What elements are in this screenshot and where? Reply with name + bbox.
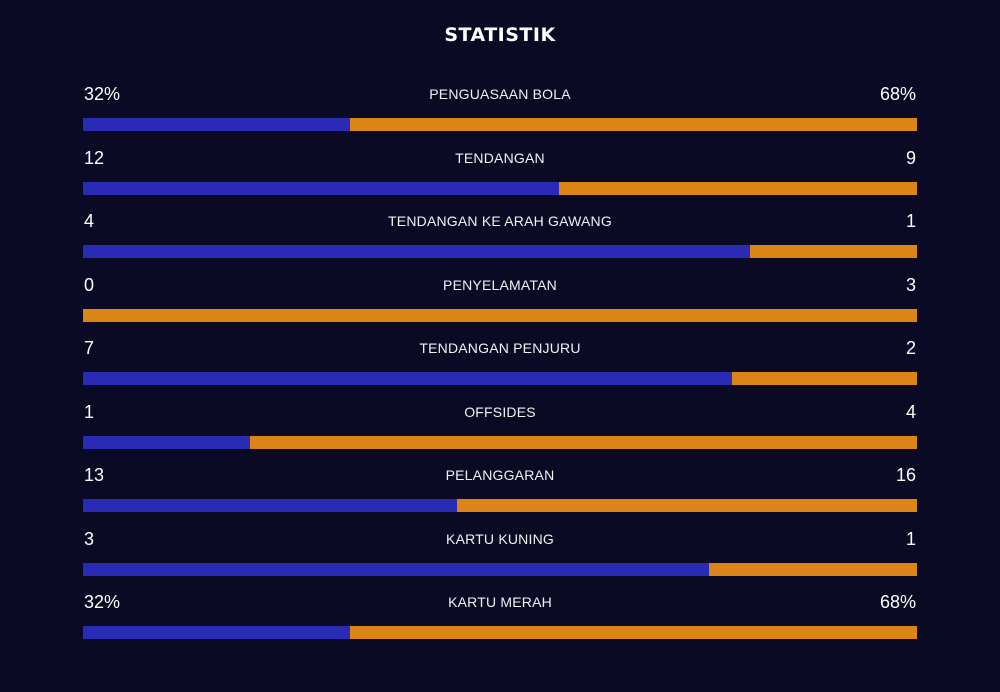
stat-row-offsides: 1 OFFSIDES 4 — [83, 398, 917, 462]
away-bar-segment — [349, 626, 917, 639]
home-value: 3 — [84, 528, 95, 549]
home-value: 4 — [84, 211, 95, 231]
home-bar-segment — [83, 499, 457, 512]
away-value: 2 — [905, 338, 916, 358]
stat-label: TENDANGAN — [455, 149, 545, 166]
stat-row-tendangan-penjuru: 7 TENDANGAN PENJURU 2 — [83, 334, 917, 398]
away-bar-segment — [349, 118, 917, 131]
stat-header: 13 PELANGGARAN 16 — [83, 461, 917, 489]
stat-label: KARTU MERAH — [448, 594, 552, 610]
away-value: 1 — [905, 528, 916, 549]
comparison-bar — [83, 435, 917, 449]
stat-row-tendangan-ke-arah-gawang: 4 TENDANGAN KE ARAH GAWANG 1 — [83, 207, 917, 271]
away-bar-segment — [83, 308, 917, 322]
comparison-bar — [83, 181, 917, 195]
away-bar-segment — [750, 245, 917, 258]
away-bar-segment — [731, 372, 917, 385]
stat-row-kartu-kuning: 3 KARTU KUNING 1 — [83, 525, 917, 589]
away-value: 1 — [905, 211, 916, 231]
home-bar-segment — [83, 626, 350, 639]
stat-label: KARTU KUNING — [446, 530, 554, 547]
stat-header: 12 TENDANGAN 9 — [83, 144, 917, 172]
comparison-bar — [83, 308, 917, 322]
stat-header: 3 KARTU KUNING 1 — [83, 525, 917, 553]
comparison-bar — [83, 245, 917, 258]
stat-header: 32% KARTU MERAH 68% — [83, 588, 917, 616]
stat-label: TENDANGAN KE ARAH GAWANG — [388, 213, 612, 229]
stat-row-tendangan: 12 TENDANGAN 9 — [83, 144, 917, 208]
home-value: 7 — [84, 338, 95, 358]
home-bar-segment — [83, 181, 560, 195]
stat-label: PENYELAMATAN — [443, 276, 557, 293]
stat-row-kartu-merah: 32% KARTU MERAH 68% — [83, 588, 917, 652]
home-value: 32% — [84, 592, 121, 612]
comparison-bar — [83, 372, 917, 385]
home-value: 32% — [84, 84, 121, 104]
stat-header: 32% PENGUASAAN BOLA 68% — [83, 80, 917, 108]
stat-row-pelanggaran: 13 PELANGGARAN 16 — [83, 461, 917, 525]
away-bar-segment — [249, 435, 917, 449]
home-bar-segment — [83, 562, 709, 576]
page-title: STATISTIK — [444, 24, 556, 46]
comparison-bar — [83, 499, 917, 512]
away-value: 3 — [905, 274, 916, 295]
away-value: 68% — [879, 592, 916, 612]
stat-header: 1 OFFSIDES 4 — [83, 398, 917, 426]
stat-header: 0 PENYELAMATAN 3 — [83, 271, 917, 299]
stats-list: 32% PENGUASAAN BOLA 68% 12 TENDANGAN 9 4… — [83, 80, 917, 652]
stat-label: OFFSIDES — [464, 403, 536, 420]
home-value: 1 — [84, 401, 95, 422]
home-bar-segment — [83, 372, 732, 385]
stat-row-penyelamatan: 0 PENYELAMATAN 3 — [83, 271, 917, 335]
stat-header: 4 TENDANGAN KE ARAH GAWANG 1 — [83, 207, 917, 235]
away-value: 16 — [895, 465, 916, 485]
away-value: 4 — [905, 401, 916, 422]
home-value: 13 — [84, 465, 105, 485]
comparison-bar — [83, 626, 917, 639]
home-bar-segment — [83, 118, 350, 131]
away-bar-segment — [708, 562, 917, 576]
stat-label: PENGUASAAN BOLA — [429, 86, 571, 102]
away-bar-segment — [456, 499, 917, 512]
stat-label: TENDANGAN PENJURU — [419, 340, 581, 356]
home-value: 0 — [84, 274, 95, 295]
stat-header: 7 TENDANGAN PENJURU 2 — [83, 334, 917, 362]
home-value: 12 — [84, 147, 105, 168]
home-bar-segment — [83, 435, 250, 449]
away-value: 68% — [879, 84, 916, 104]
comparison-bar — [83, 562, 917, 576]
away-bar-segment — [559, 181, 917, 195]
stat-label: PELANGGARAN — [445, 467, 555, 483]
home-bar-segment — [83, 245, 751, 258]
comparison-bar — [83, 118, 917, 131]
away-value: 9 — [905, 147, 916, 168]
stat-row-penguasaan-bola: 32% PENGUASAAN BOLA 68% — [83, 80, 917, 144]
